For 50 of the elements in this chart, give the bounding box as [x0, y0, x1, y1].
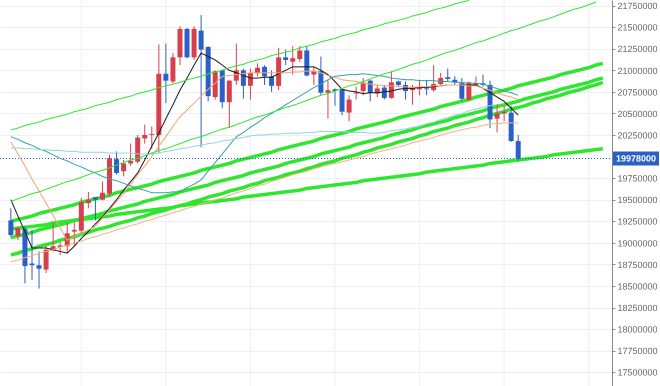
candlestick — [325, 79, 330, 120]
candlestick — [297, 46, 302, 62]
candlestick — [226, 79, 232, 129]
candlestick — [149, 126, 154, 150]
line-series — [10, 52, 519, 254]
line-series — [10, 104, 498, 154]
line-series — [10, 0, 470, 130]
y-tick-label: 19250000 — [618, 216, 658, 227]
y-tick-label: 21250000 — [618, 44, 658, 54]
candlestick — [8, 208, 14, 238]
candlestick — [346, 94, 352, 122]
line-series — [10, 2, 596, 202]
candlestick — [163, 43, 168, 104]
candlestick — [354, 86, 359, 100]
candlestick — [198, 14, 204, 148]
candlestick — [494, 103, 500, 133]
candlestick — [459, 78, 464, 101]
y-tick-label: 19750000 — [618, 174, 658, 184]
y-tick-label: 20250000 — [618, 130, 658, 140]
y-tick-label: 18500000 — [618, 281, 658, 292]
candlestick — [128, 143, 134, 167]
y-tick-label: 21750000 — [618, 1, 658, 12]
candlestick — [121, 160, 126, 177]
candlestick — [44, 244, 49, 274]
candlestick — [269, 70, 274, 92]
ref-line-label: 19978000 — [616, 153, 656, 164]
y-tick-label: 18000000 — [618, 324, 658, 335]
candlestick — [283, 49, 288, 66]
y-tick-label: 19500000 — [618, 195, 658, 206]
candlestick — [86, 191, 91, 209]
candlestick — [502, 105, 507, 122]
y-tick-label: 19000000 — [618, 238, 658, 248]
candlestick — [100, 181, 105, 202]
candlestick — [382, 84, 387, 100]
candlestick — [424, 79, 430, 96]
y-tick-label: 20500000 — [618, 108, 658, 119]
candlestick — [142, 124, 148, 144]
y-tick-label: 21500000 — [618, 22, 658, 33]
candlestick — [92, 196, 98, 221]
y-tick-label: 18250000 — [618, 303, 658, 314]
y-tick-label: 17750000 — [618, 346, 658, 356]
candlestick — [36, 250, 42, 290]
candlestick — [290, 46, 296, 76]
y-tick-label: 20750000 — [618, 87, 658, 98]
y-tick-label: 18750000 — [618, 260, 658, 270]
y-tick-label: 17500000 — [618, 368, 658, 378]
candlestick — [445, 68, 450, 82]
candlestick — [15, 226, 20, 241]
y-tick-label: 21000000 — [618, 66, 658, 76]
candlestick — [254, 62, 260, 77]
